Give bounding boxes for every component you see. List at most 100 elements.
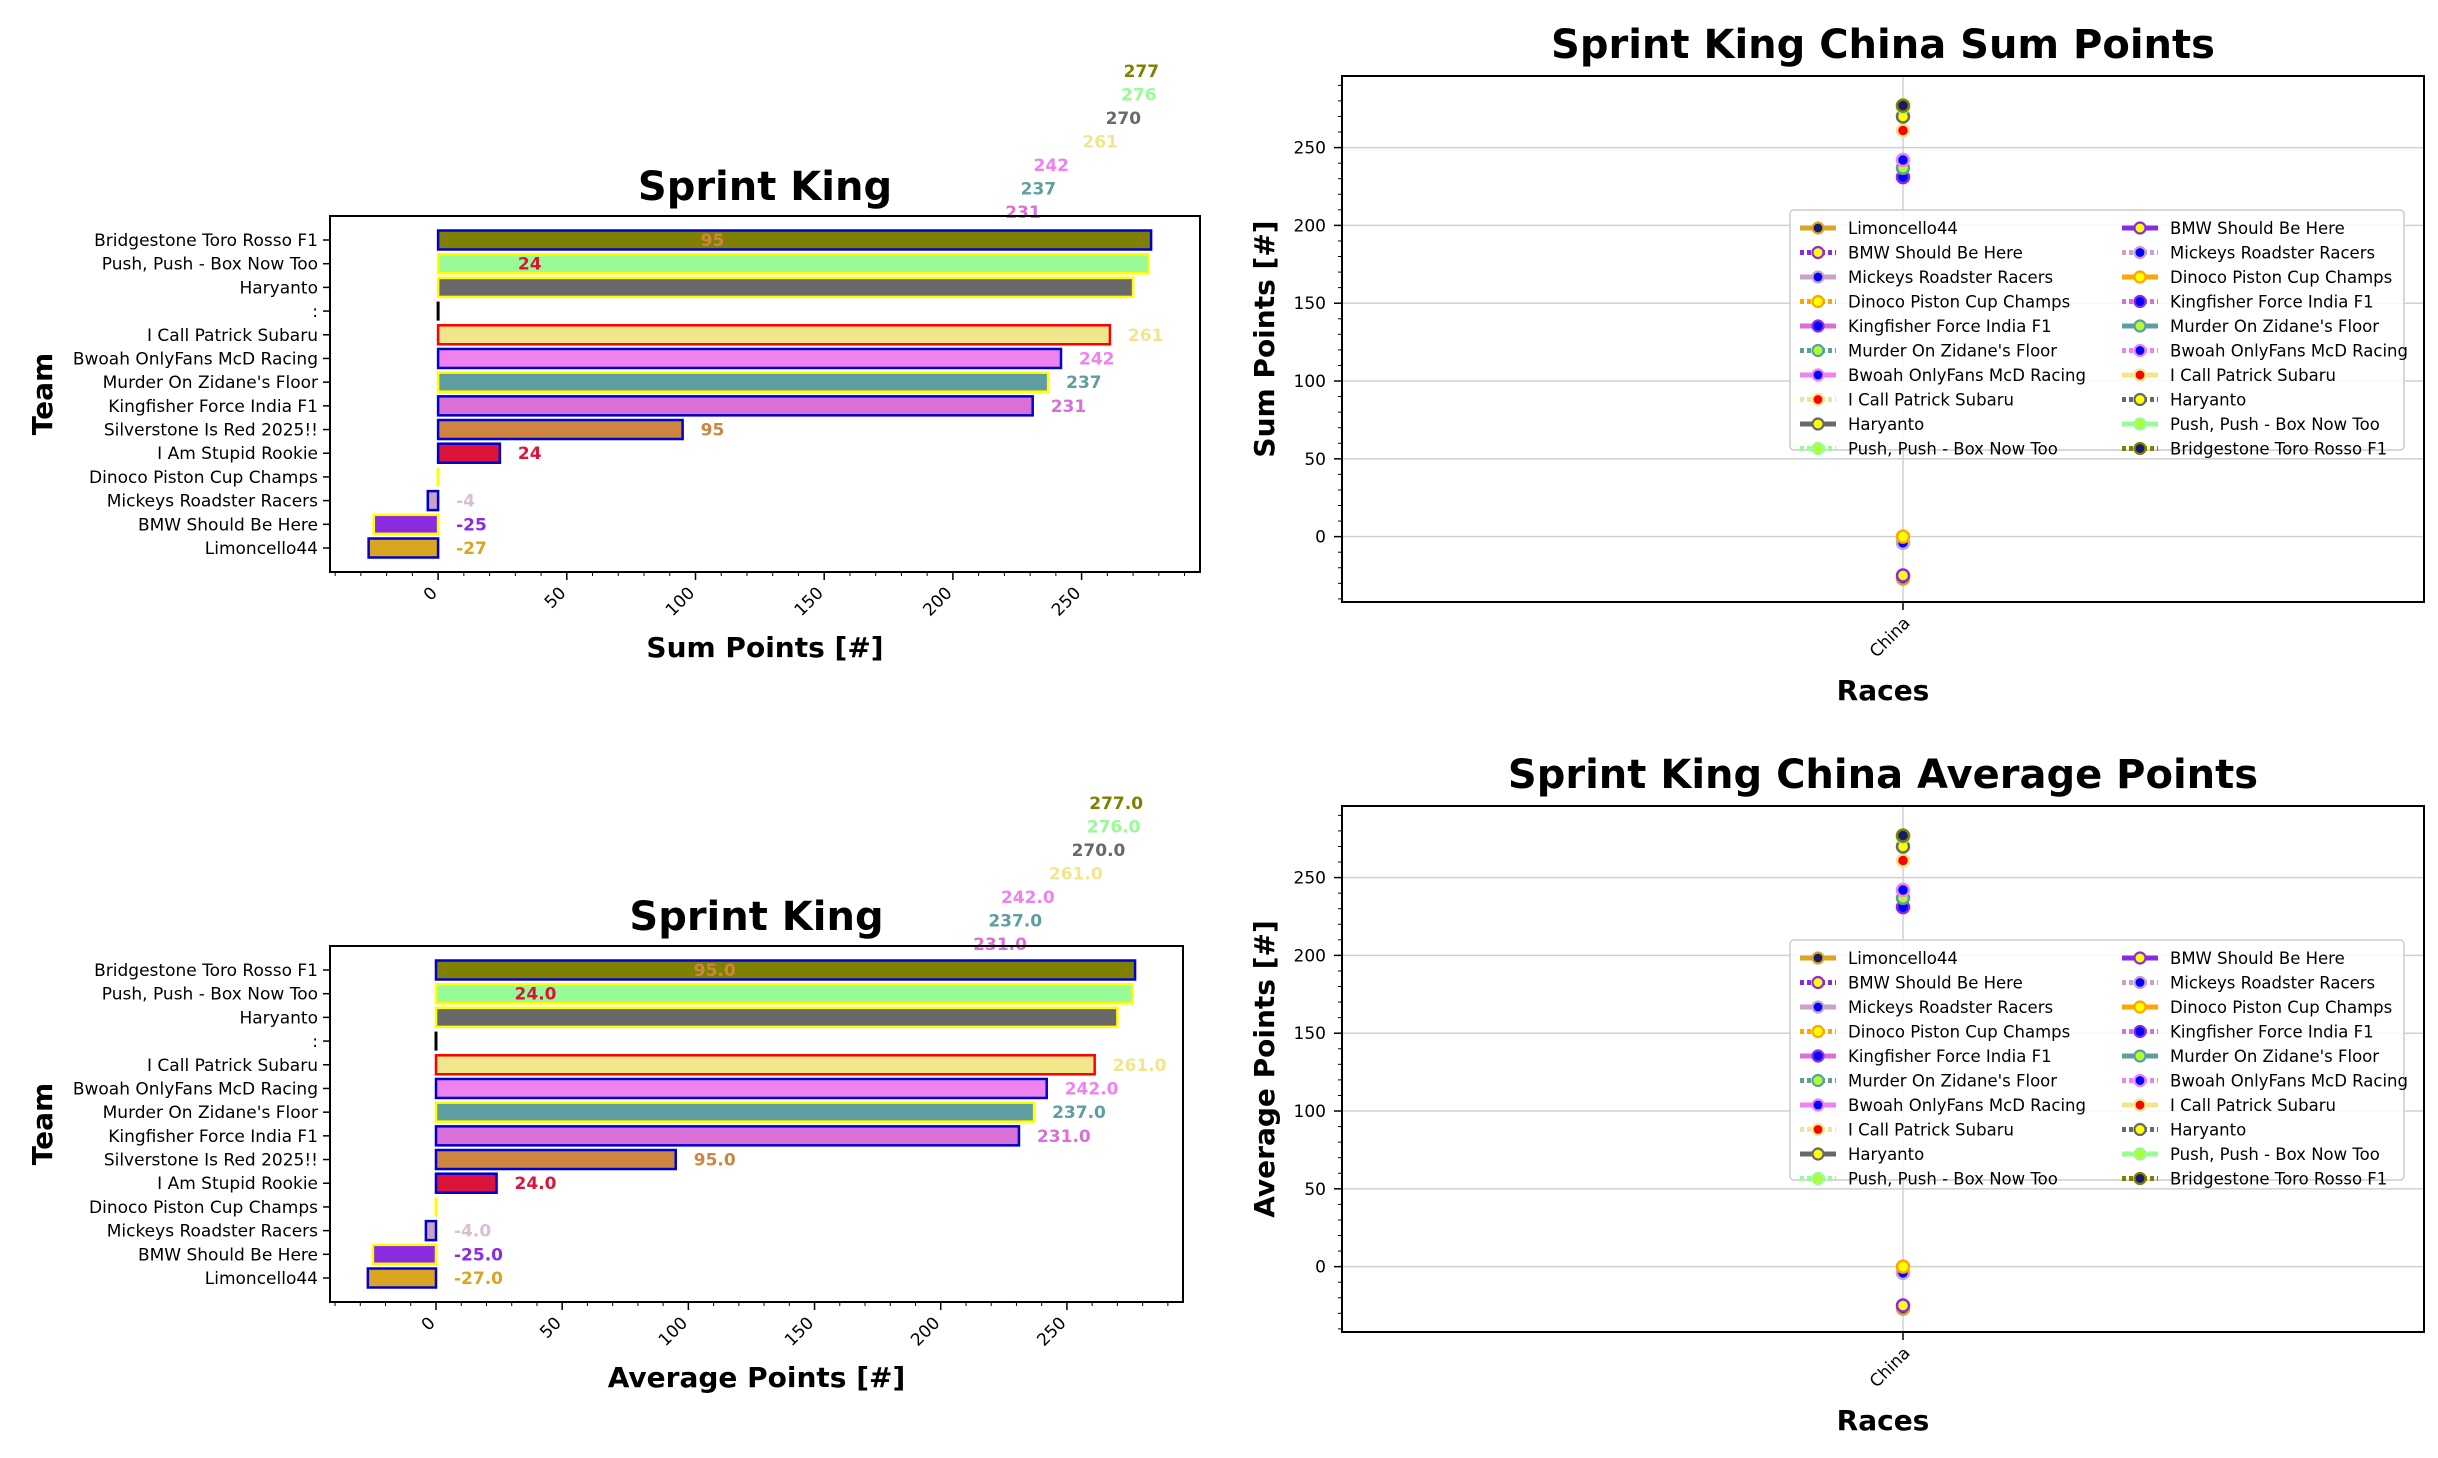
legend-marker — [1811, 270, 1825, 284]
bar — [367, 537, 440, 559]
value-label: 95 — [701, 421, 725, 441]
data-point — [1895, 1298, 1911, 1313]
legend-marker — [2133, 294, 2147, 309]
legend-marker — [1811, 1073, 1825, 1088]
legend-entry: Bwoah OnlyFans McD Racing — [2170, 342, 2408, 361]
value-label: 95 — [701, 231, 725, 251]
value-label: 276.0 — [1087, 818, 1141, 838]
legend-marker — [2133, 975, 2147, 990]
legend-marker — [1811, 417, 1825, 431]
legend-marker — [2133, 392, 2147, 407]
value-label: 24 — [518, 255, 542, 275]
y-tick-label: BMW Should Be Here — [138, 515, 318, 535]
y-tick-label: 50 — [1304, 450, 1326, 470]
legend-marker — [2133, 1073, 2147, 1088]
legend-marker — [2133, 1024, 2147, 1039]
legend-entry: I Call Patrick Subaru — [1848, 1121, 2014, 1140]
value-label: 242.0 — [1001, 888, 1055, 908]
bar — [434, 1148, 677, 1171]
legend-marker — [1811, 441, 1825, 456]
legend-marker — [1811, 951, 1825, 965]
bar — [436, 371, 1050, 393]
value-label: 237.0 — [1052, 1103, 1106, 1123]
legend-marker — [1811, 1147, 1825, 1161]
bar — [434, 1077, 1048, 1100]
legend-entry: I Call Patrick Subaru — [2170, 366, 2336, 385]
y-tick-label: Bwoah OnlyFans McD Racing — [73, 349, 318, 369]
y-tick-label: Dinoco Piston Cup Champs — [89, 1198, 318, 1218]
value-label: 237 — [1021, 180, 1057, 200]
legend-marker — [2133, 368, 2147, 382]
legend: Limoncello44 BMW Should Be Here Mickeys Ro… — [1789, 209, 2408, 459]
legend-entry: BMW Should Be Here — [2170, 219, 2345, 238]
y-tick-label: 250 — [1294, 869, 1326, 889]
legend-marker — [1811, 294, 1825, 309]
x-tick-label: 250 — [1048, 583, 1085, 620]
legend-entry: Bwoah OnlyFans McD Racing — [1848, 366, 2086, 385]
bar — [434, 982, 1134, 1005]
legend-marker — [1811, 392, 1825, 407]
value-label: 270.0 — [1072, 841, 1126, 861]
y-axis-label: Team — [26, 353, 59, 435]
legend-marker — [2133, 441, 2147, 456]
y-tick-label: 0 — [1315, 528, 1326, 548]
legend-marker — [1811, 368, 1825, 382]
value-label: 276 — [1121, 86, 1157, 106]
legend-entry: Limoncello44 — [1848, 949, 1958, 968]
value-label: -27.0 — [454, 1269, 503, 1289]
y-tick-label: 100 — [1294, 1102, 1326, 1122]
x-tick-label: 200 — [907, 1313, 944, 1350]
y-tick-label: 150 — [1294, 1024, 1326, 1044]
x-tick-label: 0 — [418, 1313, 440, 1335]
legend-marker — [1811, 1000, 1825, 1014]
y-tick-label: 0 — [1315, 1258, 1326, 1278]
legend-entry: Kingfisher Force India F1 — [1848, 317, 2052, 336]
legend-entry: Bwoah OnlyFans McD Racing — [2170, 1072, 2408, 1091]
legend-entry: Haryanto — [2170, 1121, 2246, 1140]
legend-entry: Push, Push - Box Now Too — [2170, 1145, 2380, 1164]
x-tick-label: 250 — [1033, 1313, 1070, 1350]
bar — [436, 276, 1135, 299]
y-tick-label: Murder On Zidane's Floor — [103, 373, 318, 393]
axes-frame — [329, 215, 1201, 573]
y-tick-label: Push, Push - Box Now Too — [102, 255, 318, 275]
bar — [424, 1219, 438, 1242]
legend-entry: Dinoco Piston Cup Champs — [2170, 268, 2392, 287]
scatter-chart-3: Sprint King China Average Points 0 50 100 15… — [1248, 752, 2425, 1437]
legend-entry: Push, Push - Box Now Too — [1848, 440, 2058, 459]
value-label: 95.0 — [694, 1151, 736, 1171]
legend-marker — [1811, 975, 1825, 990]
y-tick-label: 200 — [1294, 946, 1326, 966]
x-tick-label: 100 — [662, 583, 699, 620]
legend-entry: Haryanto — [1848, 415, 1924, 434]
bar — [436, 442, 502, 464]
legend-marker — [2133, 221, 2147, 235]
y-tick-label: : — [312, 1032, 318, 1052]
legend-marker — [2133, 951, 2147, 965]
legend-entry: Mickeys Roadster Racers — [1848, 998, 2053, 1017]
bar — [434, 1101, 1036, 1123]
bar — [436, 252, 1150, 275]
value-label: 24.0 — [515, 985, 557, 1005]
legend-entry: Push, Push - Box Now Too — [1848, 1170, 2058, 1189]
y-tick-label: I Call Patrick Subaru — [147, 1056, 318, 1076]
legend-entry: BMW Should Be Here — [1848, 974, 2023, 993]
bar — [436, 418, 684, 441]
legend-entry: Haryanto — [2170, 391, 2246, 410]
chart-title: Sprint King China Sum Points — [1551, 22, 2215, 68]
legend-marker — [1811, 245, 1825, 260]
legend-marker — [1811, 1171, 1825, 1186]
chart-title: Sprint King China Average Points — [1508, 752, 2258, 798]
value-label: -25.0 — [454, 1245, 503, 1265]
value-label: 237 — [1066, 373, 1102, 393]
value-label: 231.0 — [1037, 1127, 1091, 1147]
scatter-chart-1: Sprint King China Sum Points 0 50 100 150 200… — [1248, 22, 2425, 707]
value-label: 95.0 — [694, 961, 736, 981]
value-label: 24 — [518, 444, 542, 464]
value-label: -4 — [456, 492, 475, 512]
value-label: 261 — [1082, 133, 1118, 153]
bar — [434, 959, 1137, 981]
chart-title: Sprint King — [629, 894, 883, 940]
y-tick-label: Haryanto — [239, 278, 318, 298]
legend-entry: Bridgestone Toro Rosso F1 — [2170, 1170, 2387, 1189]
